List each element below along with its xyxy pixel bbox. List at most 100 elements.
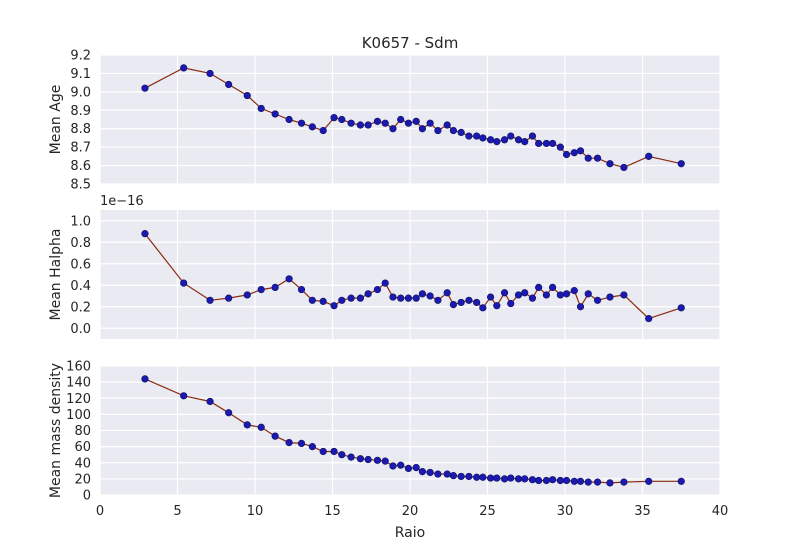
- x-ticks: 0 5 10 15 20 25 30 35 40: [96, 504, 728, 519]
- subplot-age: 8.5 8.6 8.7 8.8 8.9 9.0 9.1 9.2 Mean Age: [48, 49, 721, 193]
- data-point: [243, 291, 251, 299]
- data-point: [271, 283, 279, 292]
- data-point: [542, 139, 551, 148]
- y-tick-label: 9.2: [70, 49, 91, 64]
- data-point: [479, 473, 487, 481]
- y-tick-label: 0.2: [70, 300, 91, 315]
- data-point: [443, 121, 451, 129]
- data-point: [141, 375, 149, 383]
- data-point: [347, 294, 355, 302]
- data-point: [473, 132, 481, 140]
- data-point: [285, 438, 293, 447]
- data-point: [397, 294, 405, 302]
- data-point: [479, 304, 487, 312]
- y-tick-label: 0.0: [70, 322, 91, 337]
- data-point: [493, 138, 501, 146]
- data-point: [404, 294, 413, 302]
- data-point: [548, 139, 557, 148]
- data-point: [338, 296, 346, 304]
- data-point: [404, 119, 413, 127]
- y-tick-label: 140: [66, 376, 91, 391]
- data-point: [271, 110, 279, 118]
- y-axis-label-age: Mean Age: [48, 85, 64, 155]
- data-point: [330, 447, 338, 456]
- data-point: [584, 154, 592, 162]
- y-tick-label: 120: [66, 392, 91, 407]
- y-ticks-age: 8.5 8.6 8.7 8.8 8.9 9.0 9.1 9.2: [70, 49, 91, 193]
- data-point: [381, 457, 389, 465]
- series-points-age: [141, 64, 685, 172]
- data-point: [556, 291, 564, 299]
- data-point: [443, 289, 451, 297]
- data-point: [449, 126, 458, 135]
- data-point: [412, 294, 420, 302]
- data-point: [576, 303, 585, 311]
- series-points-halpha: [141, 230, 685, 323]
- data-point: [514, 291, 523, 299]
- data-point: [479, 134, 487, 142]
- data-point: [404, 464, 413, 472]
- data-point: [593, 296, 602, 304]
- y-ticks-halpha: 0.0 0.2 0.4 0.6 0.8 1.0: [70, 214, 91, 337]
- data-point: [584, 478, 592, 486]
- data-point: [364, 121, 372, 129]
- data-point: [418, 290, 427, 298]
- series-points-mass: [141, 375, 685, 487]
- data-point: [507, 474, 515, 482]
- data-point: [500, 289, 509, 297]
- y-tick-label: 8.6: [70, 159, 91, 174]
- data-point: [528, 132, 537, 140]
- data-point: [487, 136, 495, 144]
- data-point: [206, 397, 214, 406]
- data-point: [493, 302, 501, 310]
- data-point: [397, 115, 405, 124]
- y-tick-label: 0.4: [70, 279, 91, 294]
- data-point: [434, 470, 442, 478]
- data-point: [347, 119, 355, 127]
- data-point: [500, 475, 509, 483]
- data-point: [535, 139, 543, 148]
- data-point: [225, 80, 233, 89]
- data-point: [206, 69, 214, 78]
- data-point: [356, 455, 365, 463]
- data-point: [487, 293, 495, 301]
- data-point: [389, 125, 397, 133]
- data-point: [576, 477, 585, 485]
- data-point: [243, 421, 251, 429]
- data-point: [338, 115, 346, 124]
- data-point: [297, 285, 306, 294]
- x-tick-label: 20: [402, 504, 419, 519]
- data-point: [457, 472, 465, 481]
- x-tick-label: 30: [557, 504, 574, 519]
- data-point: [434, 126, 442, 135]
- data-point: [487, 474, 495, 482]
- data-point: [381, 119, 389, 127]
- y-axis-label-halpha: Mean Halpha: [48, 229, 64, 321]
- y-tick-label: 8.7: [70, 141, 91, 156]
- data-point: [620, 478, 628, 486]
- data-point: [257, 423, 265, 431]
- y-tick-label: 40: [74, 456, 91, 471]
- data-point: [389, 293, 397, 301]
- data-point: [645, 314, 653, 323]
- data-point: [297, 119, 306, 127]
- y-tick-label: 8.9: [70, 104, 91, 119]
- data-point: [457, 128, 465, 136]
- x-tick-label: 15: [324, 504, 341, 519]
- data-point: [373, 456, 382, 464]
- data-point: [556, 476, 564, 485]
- data-point: [528, 294, 537, 302]
- data-point: [141, 84, 149, 92]
- data-point: [418, 468, 427, 476]
- data-point: [562, 476, 571, 485]
- data-point: [364, 290, 372, 298]
- y-tick-label: 0: [83, 489, 91, 504]
- data-point: [521, 138, 529, 146]
- data-point: [507, 132, 515, 140]
- data-point: [180, 392, 188, 400]
- y-tick-label: 160: [66, 360, 91, 375]
- data-point: [319, 126, 327, 135]
